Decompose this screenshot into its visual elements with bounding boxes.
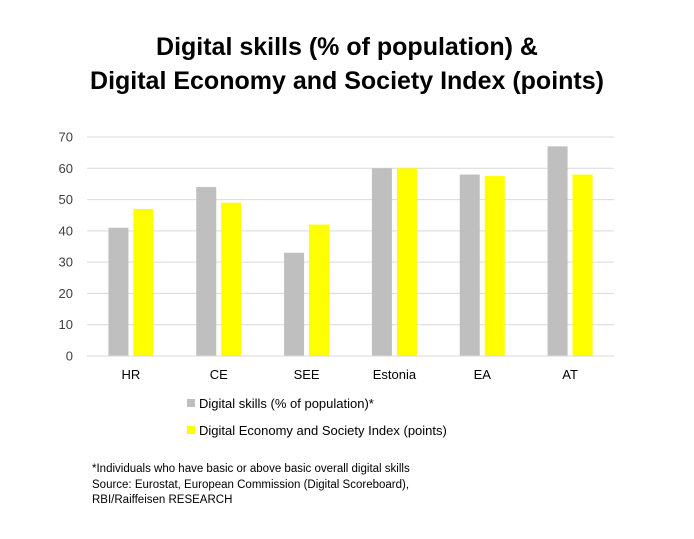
y-tick-label: 40 <box>59 223 73 238</box>
chart-title: Digital skills (% of population) & Digit… <box>0 30 694 98</box>
bar-digital-skills-hr <box>108 227 129 356</box>
footnote-line-2: Source: Eurostat, European Commission (D… <box>92 478 410 491</box>
bar-desi-at <box>572 174 593 356</box>
bar-digital-skills-at <box>547 146 568 356</box>
chart-legend: Digital skills (% of population)* Digita… <box>187 396 447 450</box>
y-tick-label: 30 <box>59 255 73 270</box>
bar-digital-skills-ea <box>459 174 480 356</box>
legend-swatch-desi <box>187 426 195 434</box>
x-tick-label: AT <box>562 367 578 382</box>
x-tick-label: CE <box>210 367 228 382</box>
footnote-line-3: RBI/Raiffeisen RESEARCH <box>92 494 233 506</box>
y-tick-label: 0 <box>66 349 73 364</box>
y-tick-label: 50 <box>59 192 73 207</box>
bar-desi-see <box>309 224 330 356</box>
legend-swatch-digital-skills <box>187 399 195 407</box>
bar-digital-skills-ce <box>196 187 217 356</box>
chart-title-line-1: Digital skills (% of population) & <box>156 33 538 61</box>
y-tick-label: 20 <box>59 286 73 301</box>
y-tick-label: 10 <box>59 317 73 332</box>
footnote: *Individuals who have basic or above bas… <box>92 462 410 509</box>
x-tick-label: Estonia <box>373 367 417 382</box>
legend-label-digital-skills: Digital skills (% of population)* <box>199 395 374 411</box>
bar-desi-hr <box>133 208 154 356</box>
x-tick-label: SEE <box>294 367 320 382</box>
footnote-line-1: *Individuals who have basic or above bas… <box>92 463 410 475</box>
bar-desi-estonia <box>396 168 417 356</box>
bar-desi-ea <box>484 176 505 356</box>
bar-desi-ce <box>221 202 242 356</box>
legend-label-desi: Digital Economy and Society Index (point… <box>199 422 447 438</box>
x-tick-label: HR <box>122 367 141 382</box>
x-tick-label: EA <box>474 367 492 382</box>
legend-item-desi: Digital Economy and Society Index (point… <box>187 422 447 438</box>
legend-item-digital-skills: Digital skills (% of population)* <box>187 395 447 411</box>
bar-digital-skills-estonia <box>371 168 392 356</box>
y-tick-label: 60 <box>59 161 73 176</box>
chart-title-line-2: Digital Economy and Society Index (point… <box>90 67 604 95</box>
bar-digital-skills-see <box>284 252 305 356</box>
y-tick-label: 70 <box>59 130 73 145</box>
